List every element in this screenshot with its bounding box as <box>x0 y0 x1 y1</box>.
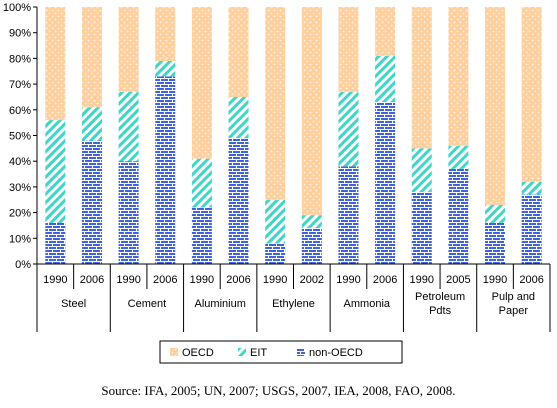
x-year-label: 1990 <box>336 274 360 286</box>
bar-segment-non-oecd <box>155 76 176 264</box>
bar-segment-eit <box>375 55 396 103</box>
bar-segment-eit <box>338 91 359 167</box>
x-group-label: Ammonia <box>344 298 391 310</box>
bar-segment-oecd <box>448 7 469 146</box>
bar-segment-oecd <box>228 7 249 97</box>
y-axis: 0% 10% 20% 30% 40% 50% 60% 70% 80% 90% 100% <box>3 2 38 271</box>
x-year-label: 1990 <box>263 274 287 286</box>
y-tick-label: 100% <box>3 2 31 14</box>
bar-segment-eit <box>228 96 249 139</box>
legend-swatch <box>238 348 246 356</box>
x-year-label: 2005 <box>446 274 470 286</box>
bar-segment-non-oecd <box>81 140 102 264</box>
legend-swatch <box>297 348 305 356</box>
bar-segment-eit <box>301 215 322 229</box>
y-tick-label: 90% <box>9 28 31 40</box>
bar-segment-eit <box>485 204 506 223</box>
bar-segment-oecd <box>521 7 542 182</box>
legend-box <box>159 340 403 364</box>
bar-segment-non-oecd <box>301 228 322 264</box>
y-tick-label: 60% <box>9 105 31 117</box>
x-group-label: Pulp and <box>492 291 535 303</box>
bar-segment-non-oecd <box>228 138 249 264</box>
bar-segment-eit <box>118 91 139 162</box>
bar-segment-eit <box>411 148 432 193</box>
bar-segment-eit <box>521 181 542 195</box>
y-tick-label: 20% <box>9 208 31 220</box>
y-tick-label: 30% <box>9 182 31 194</box>
y-tick-label: 50% <box>9 131 31 143</box>
bar-segment-oecd <box>411 7 432 149</box>
bar-segment-non-oecd <box>448 168 469 264</box>
y-tick-label: 0% <box>15 259 31 271</box>
bar-segment-oecd <box>155 7 176 61</box>
x-year-label: 1990 <box>43 274 67 286</box>
bar-segment-non-oecd <box>265 243 286 264</box>
bar-segment-oecd <box>375 7 396 56</box>
legend-label: OECD <box>182 347 214 359</box>
x-group-label: Aluminium <box>195 298 246 310</box>
x-year-label: 2006 <box>519 274 543 286</box>
bar-segment-oecd <box>191 7 212 159</box>
bar-segment-non-oecd <box>338 166 359 264</box>
x-year-label: 2002 <box>300 274 324 286</box>
bars <box>45 7 542 264</box>
legend-label: EIT <box>250 347 267 359</box>
x-year-label: 2006 <box>373 274 397 286</box>
bar-segment-oecd <box>301 7 322 216</box>
bar-segment-non-oecd <box>118 161 139 264</box>
legend: OECD EIT non-OECD <box>159 340 403 364</box>
x-year-label: 2006 <box>226 274 250 286</box>
y-tick-label: 80% <box>9 53 31 65</box>
x-year-label: 2006 <box>153 274 177 286</box>
x-group-label: Paper <box>499 305 529 317</box>
bar-segment-oecd <box>81 7 102 108</box>
y-tick-label: 10% <box>9 233 31 245</box>
bar-segment-oecd <box>45 7 66 121</box>
bar-segment-non-oecd <box>375 102 396 264</box>
y-tick-label: 40% <box>9 156 31 168</box>
bar-segment-oecd <box>338 7 359 92</box>
x-year-label: 1990 <box>116 274 140 286</box>
x-year-label: 1990 <box>483 274 507 286</box>
bar-segment-oecd <box>265 7 286 200</box>
bar-segment-eit <box>45 120 66 223</box>
x-axis: 1990 2006 Steel 1990 2006 Cement 1990 2006 Alumi… <box>36 263 551 332</box>
bar-segment-oecd <box>118 7 139 92</box>
bar-segment-non-oecd <box>485 222 506 264</box>
source-caption: Source: IFA, 2005; UN, 2007; USGS, 2007,… <box>101 383 456 398</box>
legend-swatch <box>170 348 178 356</box>
stacked-bar-chart: 0% 10% 20% 30% 40% 50% 60% 70% 80% 90% 100% 1990 20… <box>3 2 551 364</box>
x-group-label: Cement <box>128 298 167 310</box>
bar-segment-eit <box>81 107 102 141</box>
bar-segment-oecd <box>485 7 506 205</box>
bar-segment-eit <box>155 60 176 77</box>
x-group-label: Ethylene <box>272 298 315 310</box>
legend-label: non-OECD <box>309 347 363 359</box>
x-group-label: Pdts <box>429 305 452 317</box>
bar-segment-non-oecd <box>411 192 432 264</box>
bar-segment-non-oecd <box>191 207 212 264</box>
y-tick-label: 70% <box>9 79 31 91</box>
x-year-label: 1990 <box>190 274 214 286</box>
bar-segment-non-oecd <box>45 222 66 264</box>
x-year-label: 2006 <box>80 274 104 286</box>
x-group-label: Petroleum <box>415 291 465 303</box>
x-group-label: Steel <box>61 298 86 310</box>
bar-segment-non-oecd <box>521 194 542 264</box>
bar-segment-eit <box>448 145 469 169</box>
x-year-label: 1990 <box>410 274 434 286</box>
bar-segment-eit <box>191 158 212 208</box>
bar-segment-eit <box>265 199 286 244</box>
